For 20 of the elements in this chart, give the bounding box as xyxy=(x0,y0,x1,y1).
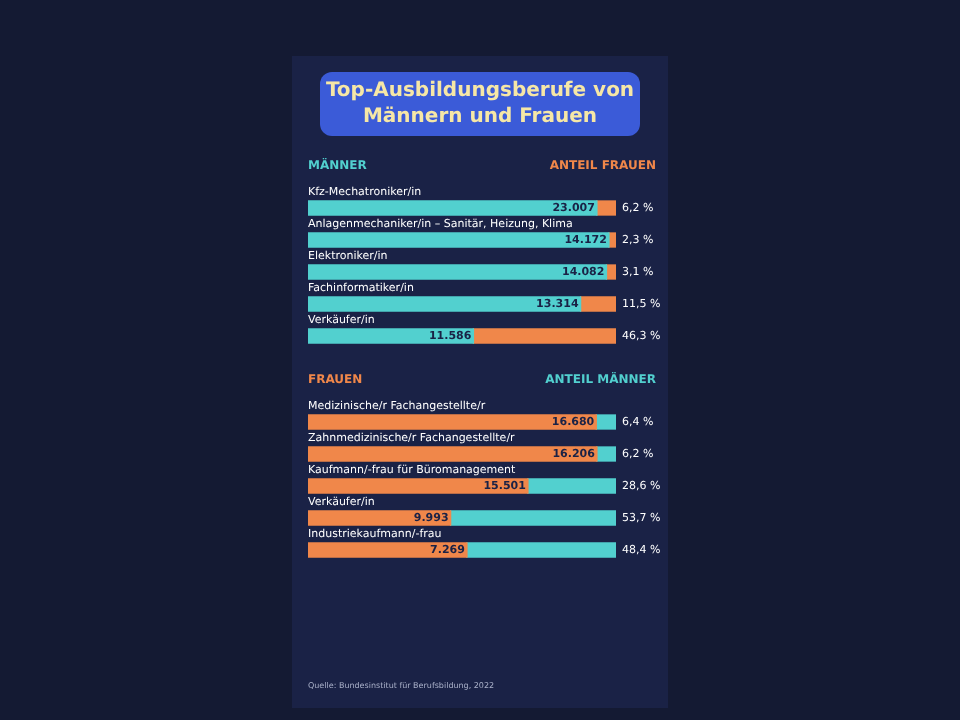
bar xyxy=(308,446,598,462)
bar xyxy=(579,296,616,312)
bar xyxy=(472,328,616,344)
bar xyxy=(308,510,452,526)
bar xyxy=(308,296,582,312)
bar xyxy=(308,328,475,344)
bar xyxy=(308,414,597,430)
bar xyxy=(596,446,616,462)
bar xyxy=(596,200,616,216)
bar xyxy=(308,478,529,494)
bar xyxy=(449,510,616,526)
bar xyxy=(595,414,616,430)
bar xyxy=(308,200,598,216)
bar xyxy=(605,264,616,280)
bar xyxy=(308,232,610,248)
bar xyxy=(308,264,608,280)
chart-title: Top-Ausbildungsberufe von Männern und Frauen xyxy=(320,72,640,136)
bar xyxy=(308,542,468,558)
bar xyxy=(527,478,616,494)
bar xyxy=(466,542,616,558)
